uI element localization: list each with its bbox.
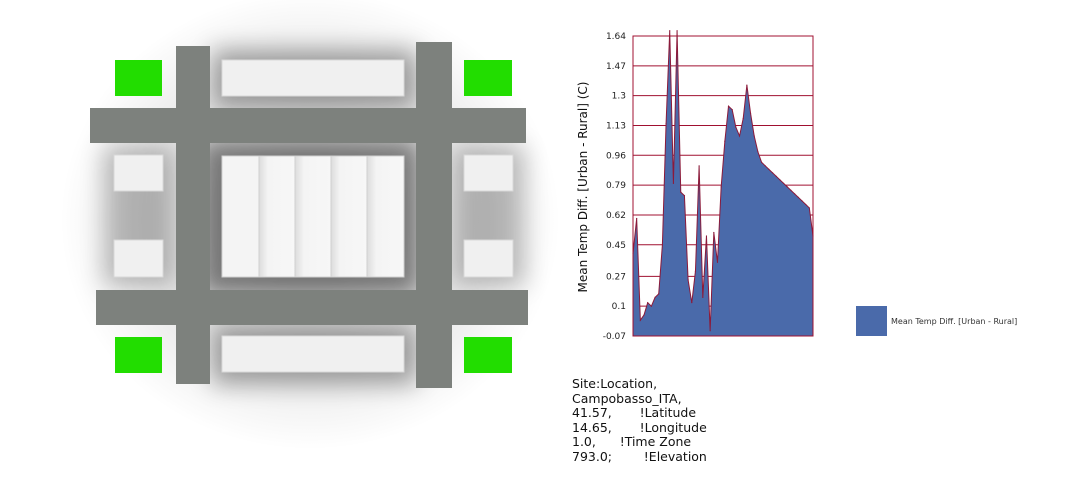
buildings	[113, 59, 514, 373]
site-info-line: 1.0, !Time Zone	[572, 434, 692, 450]
site-info-line: 41.57, !Latitude	[572, 405, 697, 421]
legend-swatch	[856, 306, 887, 336]
data-point	[805, 203, 807, 206]
data-point	[687, 279, 689, 281]
site-info-line: 793.0; !Elevation	[572, 448, 707, 464]
data-point	[672, 182, 675, 184]
green-plot-bottom-left	[115, 337, 162, 373]
data-point	[768, 168, 770, 170]
y-tick-label: -0.07	[603, 332, 626, 342]
y-tick-label: 1.47	[606, 62, 626, 72]
data-point	[636, 217, 638, 220]
data-point	[665, 123, 667, 125]
chart-y-ticks: -0.07 0.1 0.27 0.45 0.62 0.79 0.96 1.13 1.3 1.47 1…	[603, 32, 627, 342]
data-point	[786, 186, 788, 188]
building-left-upper	[113, 154, 164, 192]
data-point	[691, 302, 693, 304]
data-point	[647, 302, 649, 304]
plot-border	[632, 35, 814, 337]
data-point	[709, 330, 711, 332]
data-point	[775, 175, 777, 177]
road-horizontal-bottom	[96, 290, 528, 325]
legend-label: Mean Temp Diff. [Urban - Rural]	[891, 316, 1018, 326]
data-point	[639, 319, 641, 321]
data-point	[753, 135, 755, 137]
data-point	[669, 30, 671, 32]
site-model-view	[60, 0, 560, 450]
central-building-strips	[221, 155, 405, 278]
site-info-line: Site:Location,	[572, 376, 658, 391]
site-info-line: 14.65, !Longitude	[572, 419, 707, 435]
data-point	[698, 165, 700, 167]
data-point	[683, 195, 686, 197]
data-point	[760, 161, 763, 163]
y-tick-label: 0.96	[606, 151, 626, 161]
data-point	[757, 151, 759, 153]
data-point	[749, 112, 752, 114]
central-strip-4	[330, 155, 368, 278]
data-point	[702, 296, 704, 298]
data-point	[738, 135, 741, 137]
data-point	[654, 296, 656, 298]
data-point	[694, 270, 697, 272]
chart-area-series	[632, 30, 814, 337]
y-tick-label: 0.1	[612, 302, 626, 312]
data-point	[735, 126, 737, 128]
y-tick-label: 1.64	[606, 32, 626, 42]
site-location-info: Site:Location, Campobasso_ITA, 41.57, !L…	[572, 376, 707, 465]
data-point	[661, 244, 663, 246]
chart-legend: Mean Temp Diff. [Urban - Rural]	[856, 306, 1017, 336]
green-plot-top-left	[115, 60, 162, 96]
central-strip-3	[294, 155, 332, 278]
data-point	[742, 117, 744, 120]
data-point	[716, 261, 719, 263]
site-info-line: Campobasso_ITA,	[572, 390, 682, 406]
data-point	[727, 105, 730, 107]
data-point	[713, 231, 715, 234]
road-network	[90, 42, 528, 388]
road-vertical-right	[416, 42, 452, 388]
data-point	[746, 84, 748, 86]
building-right-upper	[463, 154, 514, 192]
data-point	[790, 189, 792, 191]
building-left-lower	[113, 239, 164, 278]
data-point	[676, 30, 678, 32]
y-tick-label: 0.45	[606, 241, 626, 251]
data-point	[771, 172, 774, 174]
data-point	[764, 165, 766, 167]
data-point	[808, 207, 810, 209]
building-right-lower	[463, 239, 514, 278]
data-point	[705, 235, 708, 237]
data-point	[658, 293, 660, 295]
green-plot-top-right	[464, 60, 512, 96]
data-point	[680, 191, 682, 193]
data-point	[731, 109, 733, 111]
data-point	[720, 186, 722, 188]
data-point	[779, 179, 781, 181]
chart-frame	[632, 35, 814, 337]
green-plot-bottom-right	[464, 337, 512, 373]
green-plots	[115, 60, 512, 373]
data-point	[643, 314, 645, 316]
data-point	[797, 196, 799, 198]
data-point	[794, 193, 796, 195]
road-vertical-left	[176, 46, 210, 384]
building-bottom	[221, 335, 405, 373]
y-axis-title: Mean Temp Diff. [Urban - Rural] (C)	[576, 82, 590, 293]
y-tick-label: 0.62	[606, 211, 626, 221]
data-point	[650, 305, 652, 307]
y-tick-label: 1.13	[606, 121, 626, 131]
building-top	[221, 59, 405, 97]
area-series-fill	[632, 30, 814, 337]
y-tick-label: 0.27	[606, 272, 626, 282]
y-tick-label: 1.3	[612, 92, 626, 102]
data-point	[724, 140, 726, 142]
road-horizontal-top	[90, 108, 526, 143]
central-strip-5	[366, 155, 405, 278]
data-point	[783, 182, 785, 184]
data-point	[801, 200, 803, 202]
y-tick-label: 0.79	[606, 181, 626, 191]
